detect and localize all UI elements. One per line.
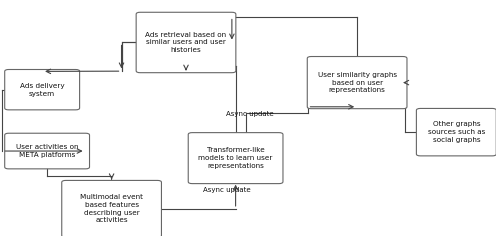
Text: Async update: Async update [226, 111, 273, 118]
FancyBboxPatch shape [62, 180, 162, 236]
Text: Async update: Async update [203, 187, 251, 193]
FancyBboxPatch shape [188, 133, 283, 184]
Text: User activities on
META platforms: User activities on META platforms [16, 144, 78, 158]
Text: Ads retrieval based on
similar users and user
histories: Ads retrieval based on similar users and… [145, 32, 227, 53]
Text: Transformer-like
models to learn user
representations: Transformer-like models to learn user re… [198, 147, 273, 169]
Text: Other graphs
sources such as
social graphs: Other graphs sources such as social grap… [428, 121, 485, 143]
FancyBboxPatch shape [307, 57, 407, 109]
FancyBboxPatch shape [5, 133, 89, 169]
FancyBboxPatch shape [416, 109, 496, 156]
FancyBboxPatch shape [5, 70, 80, 110]
FancyBboxPatch shape [136, 12, 236, 73]
Text: Ads delivery
system: Ads delivery system [20, 83, 64, 97]
Text: Multimodal event
based features
describing user
activities: Multimodal event based features describi… [80, 194, 143, 223]
Text: User similarity graphs
based on user
representations: User similarity graphs based on user rep… [317, 72, 397, 93]
